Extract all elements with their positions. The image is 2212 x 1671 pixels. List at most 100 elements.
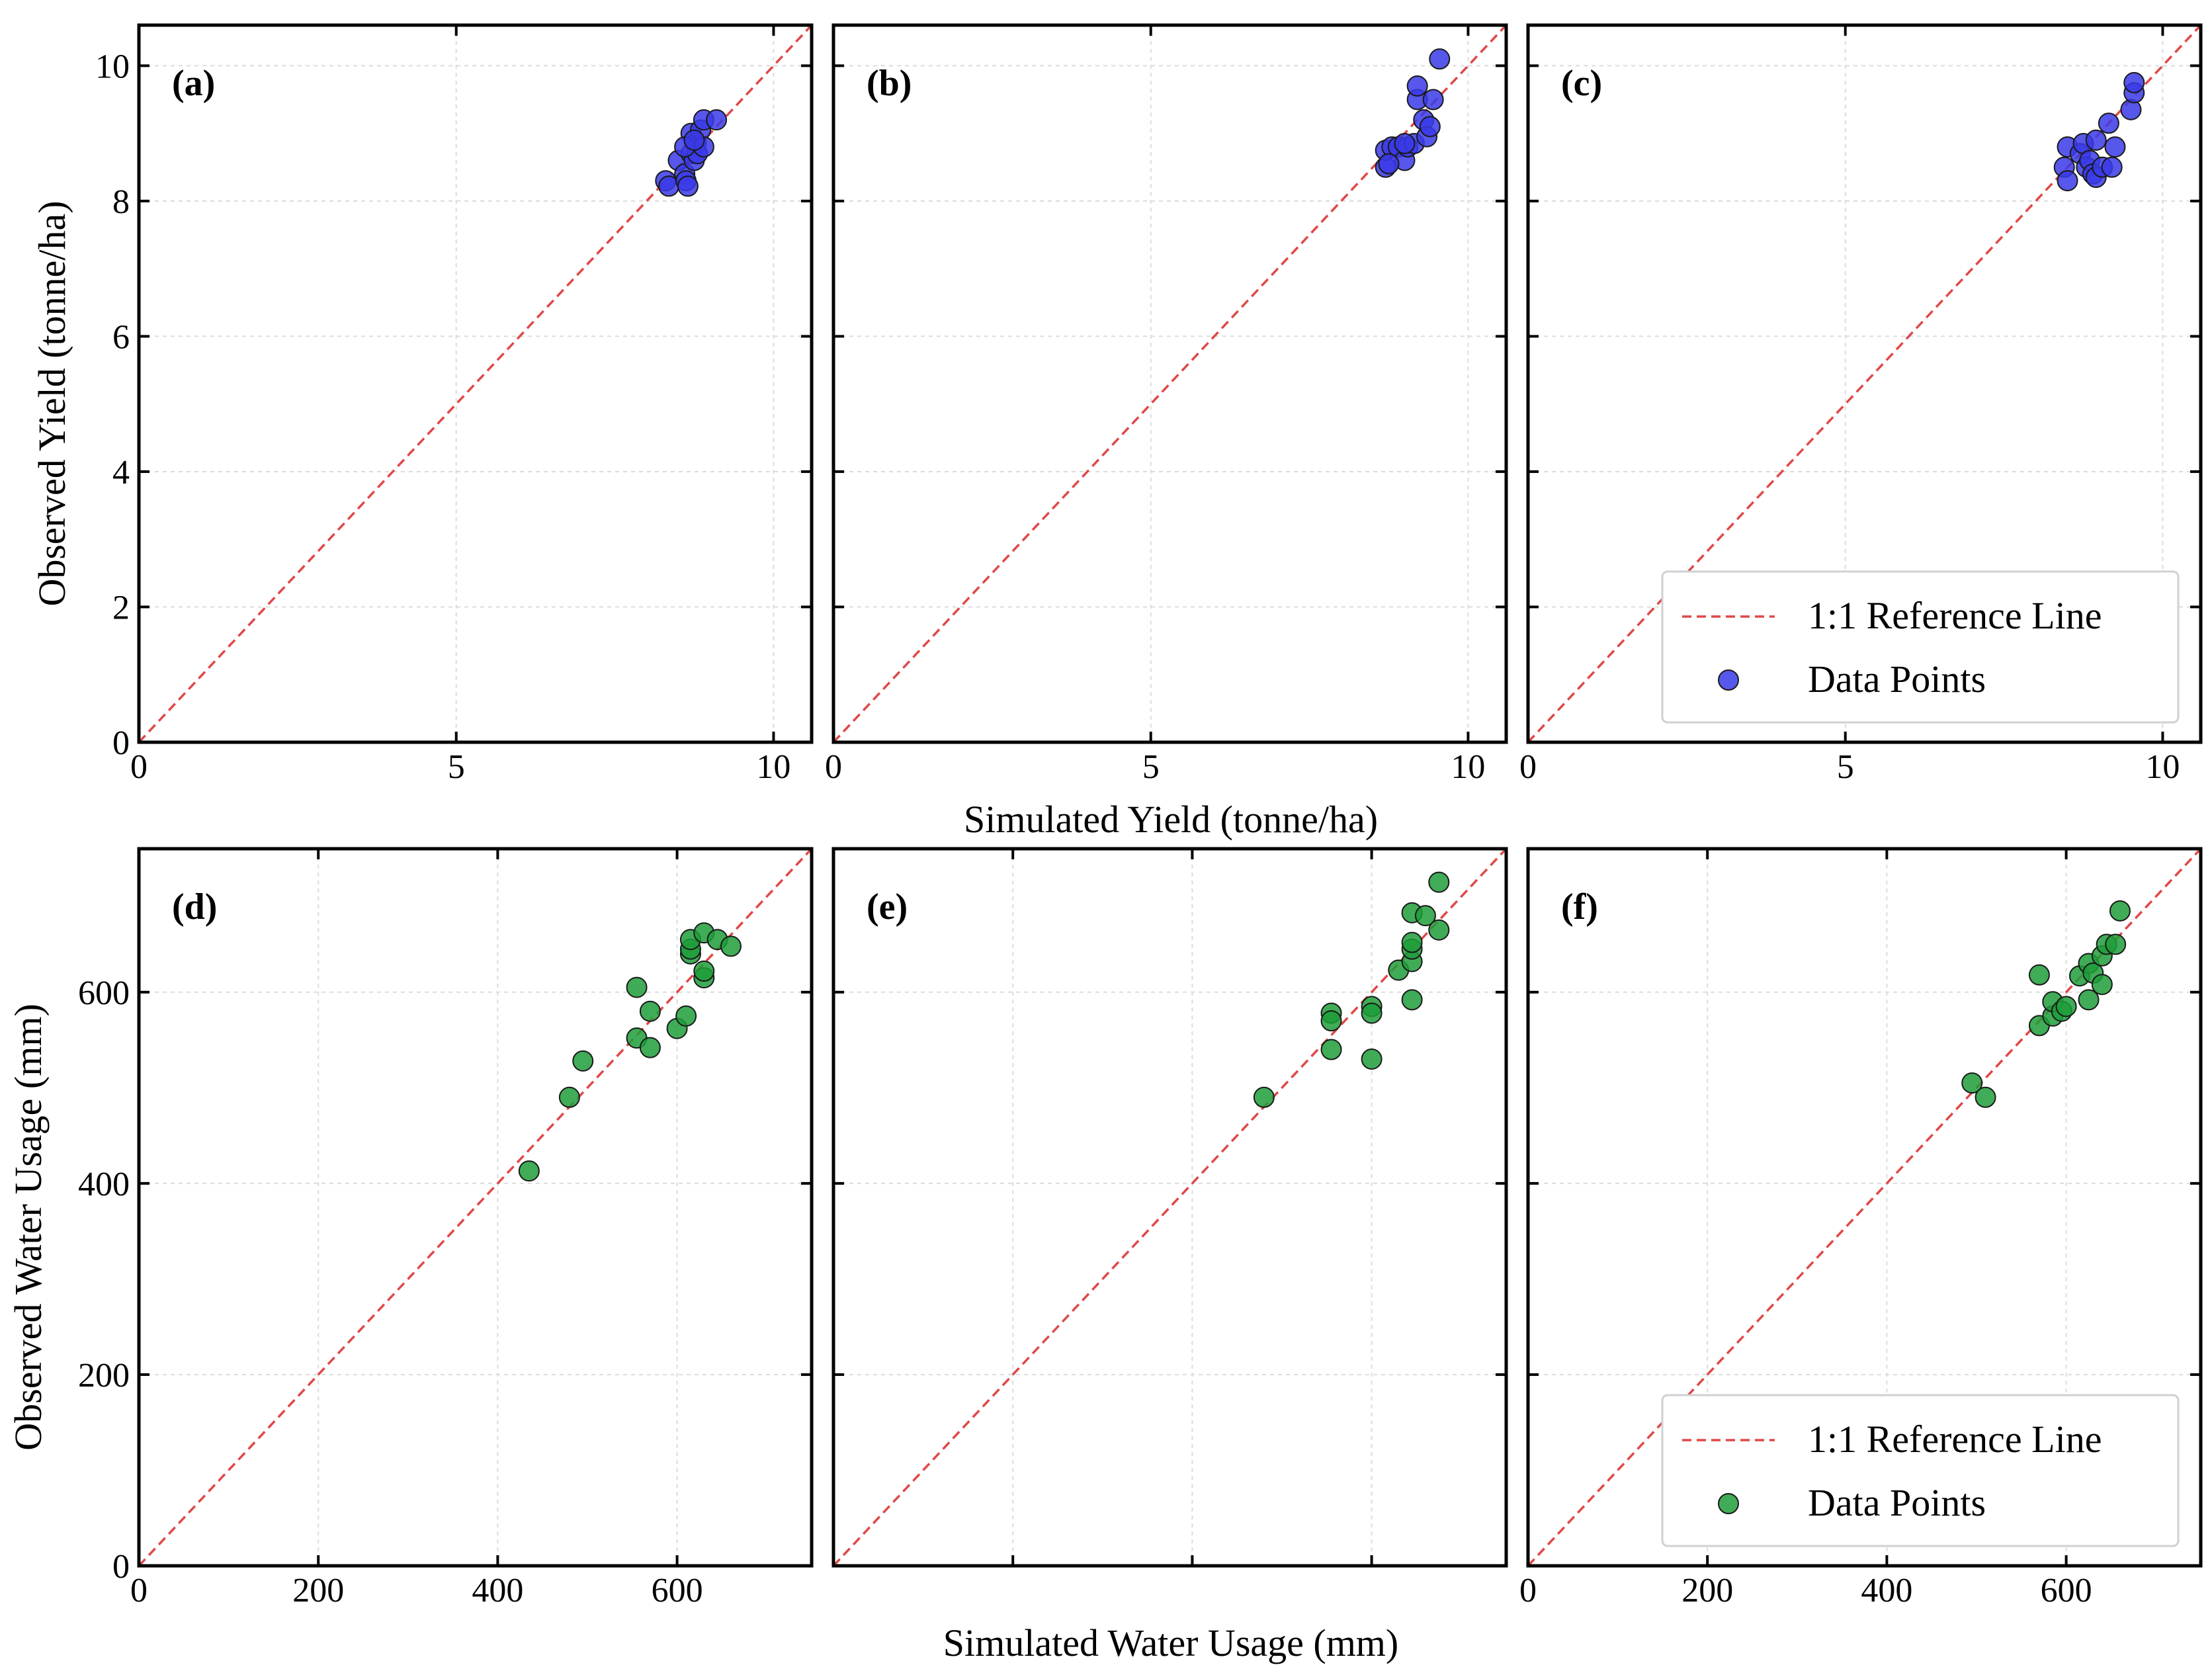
data-point <box>558 1086 580 1108</box>
top-x-axis-title: Simulated Yield (tonne/ha) <box>964 798 1378 841</box>
y-tick-label: 4 <box>112 454 130 492</box>
data-point <box>2091 974 2113 996</box>
panel-frame <box>1526 23 2203 744</box>
x-tick-label: 0 <box>825 748 842 786</box>
data-layer <box>1528 25 2201 742</box>
data-point <box>2123 71 2145 93</box>
data-point <box>2078 989 2100 1011</box>
panel-label: (a) <box>172 63 215 104</box>
data-point <box>572 1050 594 1072</box>
top-y-axis-title: Observed Yield (tonne/ha) <box>30 200 73 606</box>
data-point <box>2098 112 2119 134</box>
y-tick-label: 10 <box>95 48 130 85</box>
y-tick-label: 200 <box>78 1357 130 1394</box>
data-point <box>2055 996 2077 1017</box>
data-point <box>693 961 715 982</box>
x-tick-label: 5 <box>1142 748 1160 786</box>
data-layer <box>833 849 1506 1566</box>
panel-label: (b) <box>867 63 912 104</box>
legend: 1:1 Reference Line Data Points <box>1661 1394 2180 1547</box>
data-point <box>675 1005 697 1027</box>
x-tick-label: 0 <box>130 748 148 786</box>
x-tick-label: 200 <box>1681 1572 1733 1609</box>
panel-label: (d) <box>172 886 217 927</box>
reference-line-1-1 <box>139 849 812 1566</box>
panels: 0 5 10 0 2 4 6 8 10 (a) 0 5 10 (b) 0 5 10 (c) 1:1 Referenc… <box>78 23 2203 1609</box>
x-tick-label: 400 <box>472 1572 523 1609</box>
data-point <box>2104 136 2126 158</box>
panel-f: 0 200 400 600 (f) 1:1 Reference Line Data Poin… <box>1519 847 2203 1609</box>
data-point <box>2101 156 2123 178</box>
panel-frame <box>831 847 1508 1568</box>
data-point <box>1428 871 1450 893</box>
data-layer <box>139 25 812 742</box>
legend-label-data: Data Points <box>1808 658 1986 701</box>
data-layer <box>139 849 812 1566</box>
y-tick-label: 2 <box>112 589 130 626</box>
legend-label-data: Data Points <box>1808 1481 1986 1524</box>
y-tick-label: 600 <box>78 974 130 1012</box>
data-point <box>1378 153 1400 175</box>
panel-d: 0 200 400 600 0 200 400 600 (d) <box>78 847 814 1609</box>
bottom-x-axis-title: Simulated Water Usage (mm) <box>943 1621 1398 1664</box>
data-point <box>1414 905 1436 927</box>
x-tick-label: 600 <box>652 1572 703 1609</box>
x-tick-label: 200 <box>292 1572 344 1609</box>
data-point <box>1975 1086 1996 1108</box>
legend-box <box>1661 570 2180 724</box>
panel-frame <box>137 847 814 1568</box>
panel-e: (e) <box>831 847 1508 1568</box>
y-tick-label: 0 <box>112 724 130 762</box>
panel-frame <box>137 23 814 744</box>
data-point <box>518 1160 540 1182</box>
x-tick-label: 5 <box>448 748 465 786</box>
data-point <box>1253 1086 1275 1108</box>
y-tick-label: 400 <box>78 1166 130 1203</box>
data-point <box>1320 1039 1342 1060</box>
panel-b: 0 5 10 (b) <box>825 23 1508 786</box>
panel-frame <box>831 23 1508 744</box>
data-point <box>639 1037 661 1058</box>
data-point <box>1429 48 1451 70</box>
legend-box <box>1661 1394 2180 1547</box>
data-point <box>1361 1002 1382 1024</box>
panel-c: 0 5 10 (c) 1:1 Reference Line Data Points <box>1519 23 2203 786</box>
x-tick-label: 10 <box>756 748 790 786</box>
data-point <box>1961 1072 1983 1094</box>
data-point <box>2028 964 2050 986</box>
legend-label-reference: 1:1 Reference Line <box>1808 594 2102 637</box>
data-point <box>1406 75 1428 97</box>
x-tick-label: 10 <box>1451 748 1485 786</box>
data-point <box>2105 933 2127 955</box>
data-point <box>2085 129 2107 151</box>
data-layer <box>1528 849 2201 1566</box>
data-point <box>1419 116 1441 138</box>
x-tick-label: 0 <box>1519 1572 1537 1609</box>
panel-label: (e) <box>867 886 908 927</box>
y-tick-label: 0 <box>112 1548 130 1586</box>
panel-frame <box>1526 847 2203 1568</box>
data-point <box>639 1000 661 1022</box>
data-point <box>1394 132 1416 154</box>
data-layer <box>833 25 1506 742</box>
legend-label-reference: 1:1 Reference Line <box>1808 1418 2102 1461</box>
data-point <box>1428 919 1450 941</box>
x-tick-label: 600 <box>2041 1572 2092 1609</box>
y-tick-label: 8 <box>112 183 130 221</box>
reference-line-1-1 <box>833 25 1506 742</box>
y-tick-label: 6 <box>112 318 130 356</box>
x-tick-label: 0 <box>1519 748 1537 786</box>
x-tick-label: 400 <box>1861 1572 1912 1609</box>
data-point <box>626 976 648 998</box>
data-point <box>1422 89 1444 110</box>
data-point <box>1401 989 1423 1011</box>
x-tick-label: 0 <box>130 1572 148 1609</box>
data-point <box>677 175 699 197</box>
data-point <box>2109 900 2131 921</box>
data-point <box>2057 170 2078 192</box>
data-point <box>706 109 728 131</box>
x-tick-label: 5 <box>1837 748 1854 786</box>
legend: 1:1 Reference Line Data Points <box>1661 570 2180 724</box>
bottom-y-axis-title: Observed Water Usage (mm) <box>7 1004 50 1451</box>
